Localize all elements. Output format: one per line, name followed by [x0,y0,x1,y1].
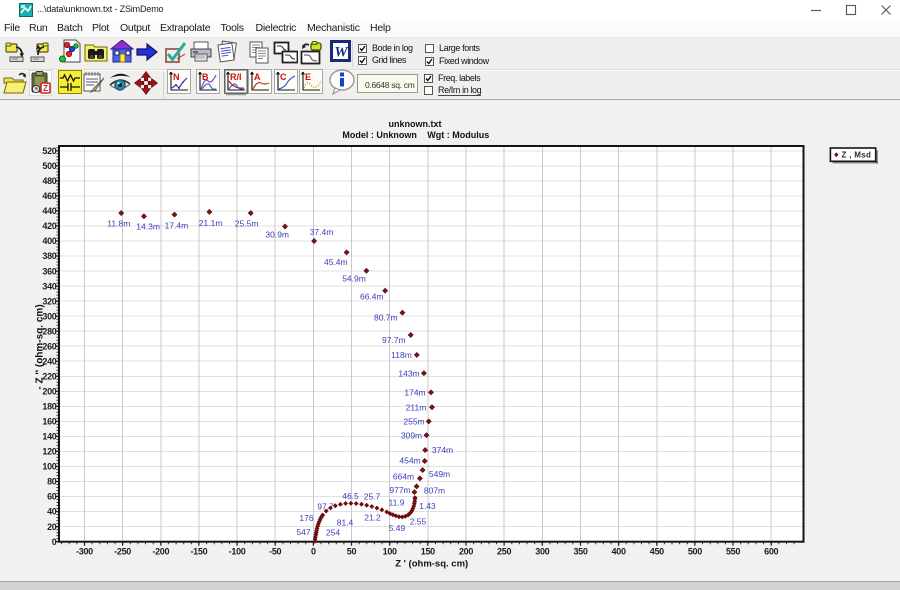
svg-text:420: 420 [42,221,56,231]
svg-text:B: B [202,72,209,82]
svg-text:Z , Msd: Z , Msd [842,151,872,160]
svg-text:360: 360 [42,266,56,276]
svg-text:280: 280 [42,326,56,336]
svg-text:-50: -50 [269,547,281,557]
svg-text:977m: 977m [389,485,410,495]
svg-text:260: 260 [42,341,56,351]
svg-text:100: 100 [42,462,56,472]
svg-text:320: 320 [42,296,56,306]
svg-text:254: 254 [326,528,340,538]
svg-text:440: 440 [42,206,56,216]
svg-text:E: E [305,72,311,82]
svg-text:160: 160 [42,417,56,427]
svg-text:37.4m: 37.4m [310,227,334,237]
svg-text:0: 0 [311,547,316,557]
svg-text:807m: 807m [424,486,445,496]
svg-text:unknown.txt: unknown.txt [389,119,442,129]
svg-text:45.4m: 45.4m [324,257,348,267]
svg-text:500: 500 [688,547,702,557]
svg-text:374m: 374m [432,445,453,455]
svg-text:Wgt : Modulus: Wgt : Modulus [427,130,489,140]
svg-text:17.4m: 17.4m [165,220,189,230]
svg-text:120: 120 [42,447,56,457]
svg-text:W: W [334,45,349,61]
svg-text:21.1m: 21.1m [199,218,223,228]
svg-text:80: 80 [47,477,57,487]
svg-text:520: 520 [42,146,56,156]
svg-text:240: 240 [42,356,56,366]
svg-text:54.9m: 54.9m [342,273,366,283]
svg-text:66.4m: 66.4m [360,292,384,302]
svg-text:664m: 664m [393,472,414,482]
svg-text:20: 20 [47,522,57,532]
svg-text:2.55: 2.55 [410,517,427,527]
svg-text:1.43: 1.43 [419,501,436,511]
svg-text:143m: 143m [398,368,419,378]
svg-text:C: C [280,72,287,82]
svg-text:174m: 174m [404,388,425,398]
svg-text:300: 300 [535,547,549,557]
svg-text:180: 180 [42,402,56,412]
svg-text:80.7m: 80.7m [374,313,398,323]
svg-text:- Z '' (ohm-sq. cm): - Z '' (ohm-sq. cm) [35,304,46,389]
svg-text:0: 0 [52,537,57,547]
svg-text:309m: 309m [401,430,422,440]
svg-text:400: 400 [612,547,626,557]
svg-text:50: 50 [347,547,357,557]
svg-text:549m: 549m [429,469,450,479]
svg-text:25.7: 25.7 [364,492,381,502]
svg-text:255m: 255m [403,417,424,427]
svg-text:150: 150 [421,547,435,557]
svg-text:Z: Z [43,84,48,93]
svg-text:11.9: 11.9 [389,498,405,508]
svg-text:220: 220 [42,372,56,382]
svg-text:200: 200 [459,547,473,557]
svg-text:450: 450 [650,547,664,557]
svg-text:-300: -300 [76,547,93,557]
svg-text:140: 140 [42,432,56,442]
svg-text:550: 550 [726,547,740,557]
svg-text:11.8m: 11.8m [107,218,130,228]
svg-text:A: A [254,72,261,82]
svg-text:340: 340 [42,281,56,291]
svg-text:454m: 454m [399,456,420,466]
svg-text:350: 350 [573,547,587,557]
svg-text:30.9m: 30.9m [265,229,289,239]
svg-text:200: 200 [42,387,56,397]
svg-text:300: 300 [42,311,56,321]
svg-text:21.2: 21.2 [364,513,381,523]
svg-text:40: 40 [47,507,57,517]
svg-text:60: 60 [47,492,57,502]
svg-text:-100: -100 [229,547,246,557]
svg-text:R/I: R/I [230,72,242,82]
svg-text:81.4: 81.4 [337,518,354,528]
svg-text:-250: -250 [114,547,131,557]
svg-text:400: 400 [42,236,56,246]
svg-text:250: 250 [497,547,511,557]
svg-text:97.7: 97.7 [317,502,334,512]
svg-text:97.7m: 97.7m [382,335,406,345]
svg-text:380: 380 [42,251,56,261]
svg-text:46.5: 46.5 [342,491,359,501]
svg-text:460: 460 [42,191,56,201]
svg-text:176: 176 [299,513,313,523]
svg-text:600: 600 [764,547,778,557]
svg-text:100: 100 [383,547,397,557]
svg-text:500: 500 [42,161,56,171]
svg-text:Z ' (ohm-sq. cm): Z ' (ohm-sq. cm) [395,558,468,569]
svg-text:-200: -200 [152,547,169,557]
svg-text:5.49: 5.49 [389,523,406,533]
svg-text:N: N [173,72,180,82]
svg-text:14.3m: 14.3m [136,221,160,231]
svg-text:-150: -150 [190,547,207,557]
svg-text:Model : Unknown: Model : Unknown [342,130,417,140]
svg-text:547: 547 [296,527,310,537]
svg-text:118m: 118m [391,350,412,360]
svg-text:25.5m: 25.5m [235,218,259,228]
svg-text:211m: 211m [406,402,427,412]
svg-text:480: 480 [42,176,56,186]
